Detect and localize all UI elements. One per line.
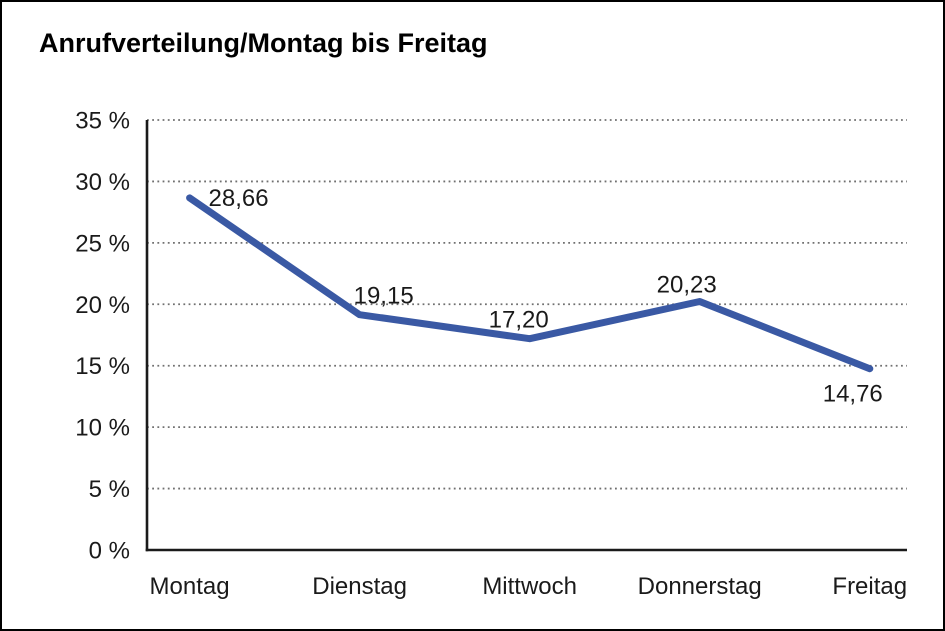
y-tick-label: 15 % — [75, 353, 130, 380]
y-tick-label: 25 % — [75, 230, 130, 257]
x-category-label: Dienstag — [312, 573, 407, 600]
data-point-label: 28,66 — [209, 185, 269, 212]
y-tick-label: 10 % — [75, 415, 130, 442]
y-tick-label: 20 % — [75, 292, 130, 319]
y-tick-label: 30 % — [75, 169, 130, 196]
data-point-label: 20,23 — [657, 271, 717, 298]
data-point-label: 14,76 — [823, 381, 883, 408]
x-category-label: Donnerstag — [638, 573, 762, 600]
data-point-label: 19,15 — [354, 283, 414, 310]
x-category-label: Mittwoch — [482, 573, 577, 600]
y-tick-label: 5 % — [89, 476, 130, 503]
x-category-label: Montag — [150, 573, 230, 600]
y-tick-label: 0 % — [89, 538, 130, 565]
data-point-label: 17,20 — [489, 307, 549, 334]
y-tick-label: 35 % — [75, 108, 130, 135]
data-series-line — [186, 194, 874, 373]
x-category-label: Freitag — [832, 573, 907, 600]
chart-title: Anrufverteilung/Montag bis Freitag — [39, 28, 488, 58]
